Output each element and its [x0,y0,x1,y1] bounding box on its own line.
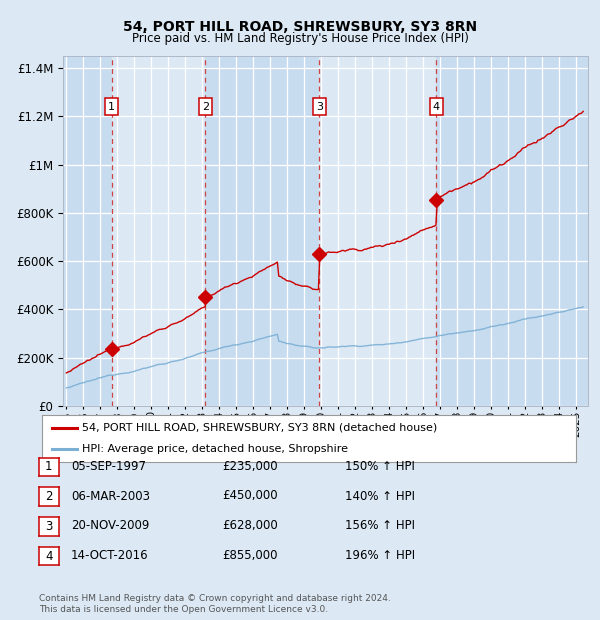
Text: £450,000: £450,000 [222,490,278,502]
Text: 06-MAR-2003: 06-MAR-2003 [71,490,150,502]
Text: 05-SEP-1997: 05-SEP-1997 [71,460,146,472]
Text: 54, PORT HILL ROAD, SHREWSBURY, SY3 8RN (detached house): 54, PORT HILL ROAD, SHREWSBURY, SY3 8RN … [82,422,437,433]
Text: £855,000: £855,000 [222,549,277,562]
Text: 4: 4 [433,102,440,112]
Bar [205,56,319,406]
Text: 2: 2 [45,490,53,503]
Bar [436,56,588,406]
Text: £628,000: £628,000 [222,520,278,532]
Text: 140% ↑ HPI: 140% ↑ HPI [345,490,415,502]
Text: 150% ↑ HPI: 150% ↑ HPI [345,460,415,472]
Text: 14-OCT-2016: 14-OCT-2016 [71,549,148,562]
Bar [319,56,436,406]
Text: 20-NOV-2009: 20-NOV-2009 [71,520,149,532]
Text: 1: 1 [108,102,115,112]
Text: £235,000: £235,000 [222,460,278,472]
Bar [112,56,205,406]
Text: 54, PORT HILL ROAD, SHREWSBURY, SY3 8RN: 54, PORT HILL ROAD, SHREWSBURY, SY3 8RN [123,20,477,34]
Text: Contains HM Land Registry data © Crown copyright and database right 2024.
This d: Contains HM Land Registry data © Crown c… [39,595,391,614]
Bar [63,56,112,406]
Text: Price paid vs. HM Land Registry's House Price Index (HPI): Price paid vs. HM Land Registry's House … [131,32,469,45]
Text: 156% ↑ HPI: 156% ↑ HPI [345,520,415,532]
Text: 4: 4 [45,550,53,562]
Text: 1: 1 [45,461,53,473]
Text: 3: 3 [45,520,53,533]
Text: 2: 2 [202,102,209,112]
Text: 3: 3 [316,102,323,112]
Text: 196% ↑ HPI: 196% ↑ HPI [345,549,415,562]
Text: HPI: Average price, detached house, Shropshire: HPI: Average price, detached house, Shro… [82,444,348,454]
